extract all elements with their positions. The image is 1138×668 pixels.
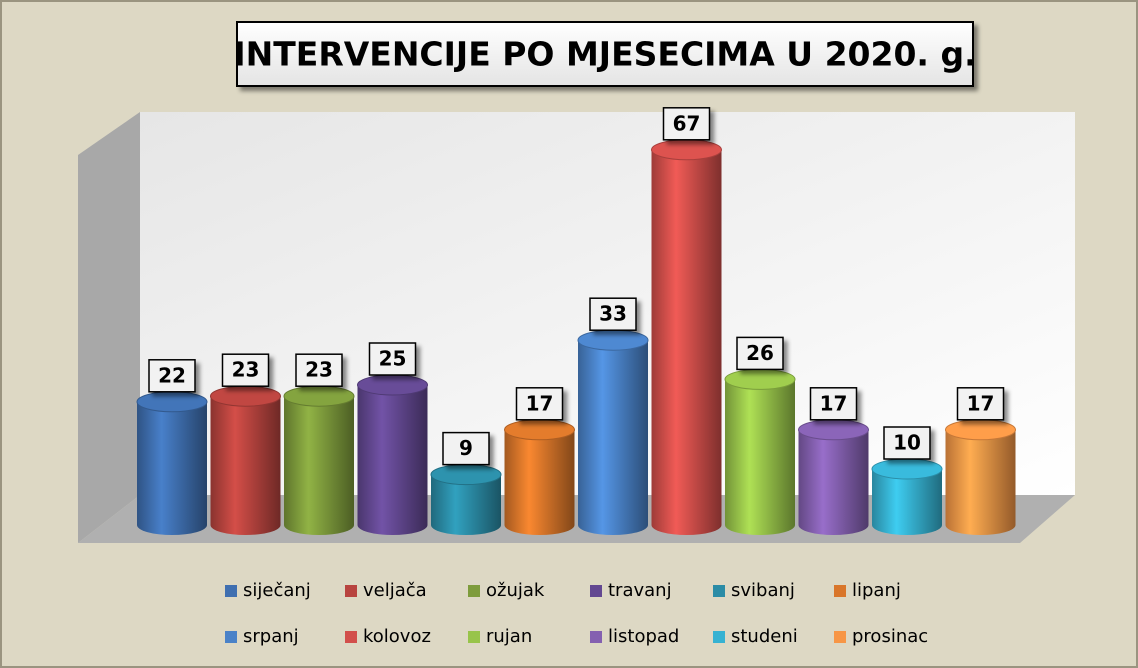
legend-label: prosinac: [852, 626, 928, 647]
legend-swatch: [468, 585, 480, 597]
bar-top: [577, 329, 649, 351]
legend-label: lipanj: [852, 580, 901, 601]
data-label: 17: [526, 391, 554, 415]
side-wall: [78, 112, 140, 543]
legend-swatch: [590, 585, 602, 597]
bar: [578, 340, 648, 535]
bar: [431, 474, 501, 535]
chart-title: INTERVENCIJE PO MJESECIMA U 2020. g.: [233, 35, 976, 74]
legend-swatch: [590, 631, 602, 643]
bar-top: [651, 139, 722, 161]
legend-swatch: [225, 585, 237, 597]
legend-swatch: [345, 585, 357, 597]
label-box: [589, 297, 637, 331]
legend-swatch: [713, 585, 725, 597]
data-label: 10: [893, 431, 921, 455]
legend-label: studeni: [731, 626, 798, 647]
data-label: 17: [967, 391, 995, 415]
bar-top: [283, 385, 355, 407]
legend-label: listopad: [608, 626, 679, 647]
bar: [284, 396, 354, 535]
title-box: [236, 21, 974, 87]
bar: [651, 149, 722, 536]
legend-label: svibanj: [731, 580, 795, 601]
label-box: [442, 431, 490, 466]
bar-top: [136, 391, 208, 413]
legend-label: kolovoz: [363, 626, 431, 647]
legend-label: travanj: [608, 580, 672, 601]
bar-top: [430, 464, 502, 486]
legend-swatch: [345, 631, 357, 643]
label-box: [295, 353, 343, 387]
legend-swatch: [225, 631, 237, 643]
data-label: 22: [158, 363, 186, 387]
legend-label: rujan: [486, 626, 532, 647]
data-label: 9: [459, 436, 473, 460]
data-label: 67: [673, 111, 701, 135]
legend-swatch: [834, 585, 846, 597]
legend-label: srpanj: [243, 626, 299, 647]
bar-top: [871, 458, 943, 480]
bar-top: [798, 419, 869, 441]
data-label: 26: [746, 341, 774, 365]
legend-swatch: [468, 631, 480, 643]
label-box: [662, 107, 711, 141]
bar: [798, 429, 869, 535]
label-box: [515, 387, 564, 421]
bar-top: [504, 419, 575, 441]
label-box: [221, 353, 270, 387]
bar-top: [945, 419, 1016, 441]
data-label: 23: [305, 358, 333, 382]
bar: [945, 429, 1016, 535]
bar-top: [357, 374, 428, 396]
data-label: 23: [232, 358, 260, 382]
legend-swatch: [713, 631, 725, 643]
data-label: 33: [599, 302, 627, 326]
label-box: [368, 342, 417, 376]
bar-top: [724, 368, 796, 390]
legend-swatch: [834, 631, 846, 643]
legend-label: veljača: [363, 580, 427, 601]
bar: [872, 469, 942, 535]
bar: [504, 429, 575, 535]
label-box: [148, 359, 196, 393]
legend-label: ožujak: [486, 580, 545, 601]
label-box: [736, 336, 784, 371]
bar-top: [210, 385, 281, 407]
bar: [725, 379, 795, 535]
label-box: [956, 387, 1005, 421]
legend-label: siječanj: [243, 580, 311, 601]
data-label: 17: [820, 391, 848, 415]
label-box: [883, 426, 931, 460]
bar: [137, 401, 207, 535]
data-label: 25: [379, 347, 407, 371]
label-box: [809, 387, 858, 421]
bar: [357, 385, 428, 535]
bar: [210, 396, 281, 535]
